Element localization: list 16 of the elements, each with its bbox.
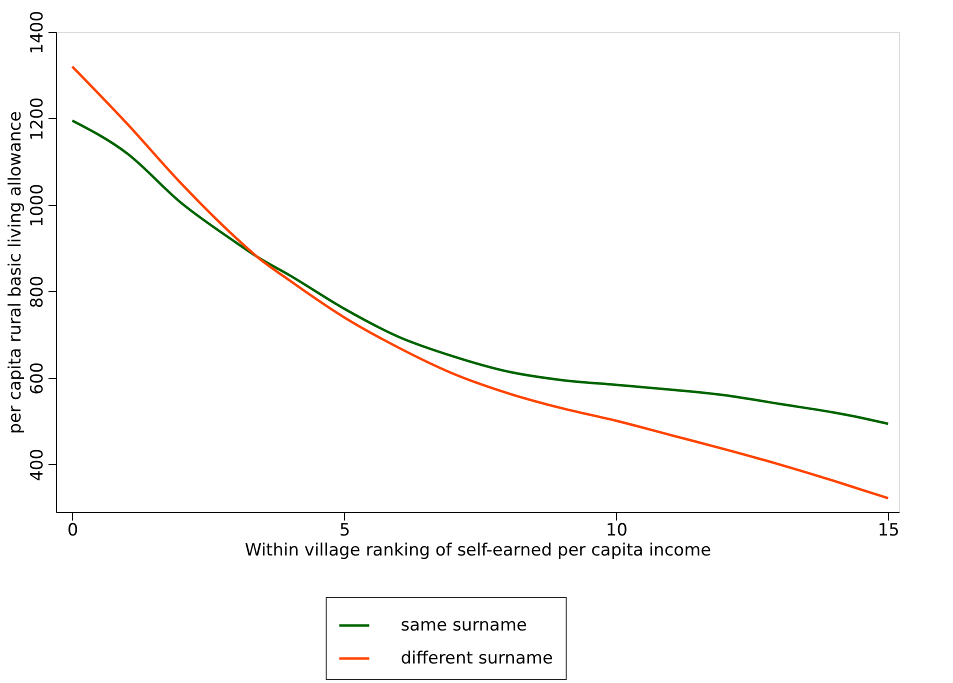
x-axis-title: Within village ranking of self-earned per capita income [244, 540, 712, 560]
y-tick-label: 1400 [28, 10, 48, 54]
x-tick-label: 5 [339, 520, 350, 540]
legend-label: same surname [400, 616, 527, 636]
legend-label: different surname [400, 648, 553, 668]
line-series [71, 119, 890, 426]
line-series [71, 65, 890, 500]
y-tick-label: 600 [28, 362, 48, 395]
y-axis-title: per capita rural basic living allowance [6, 111, 26, 434]
x-tick-label: 0 [67, 520, 78, 540]
x-tick-label: 15 [878, 520, 900, 540]
y-tick-label: 1200 [28, 97, 48, 141]
y-tick-label: 800 [28, 276, 48, 308]
y-tick-label: 400 [28, 448, 48, 482]
x-tick-label: 10 [606, 520, 628, 540]
y-tick-label: 1000 [28, 184, 48, 228]
